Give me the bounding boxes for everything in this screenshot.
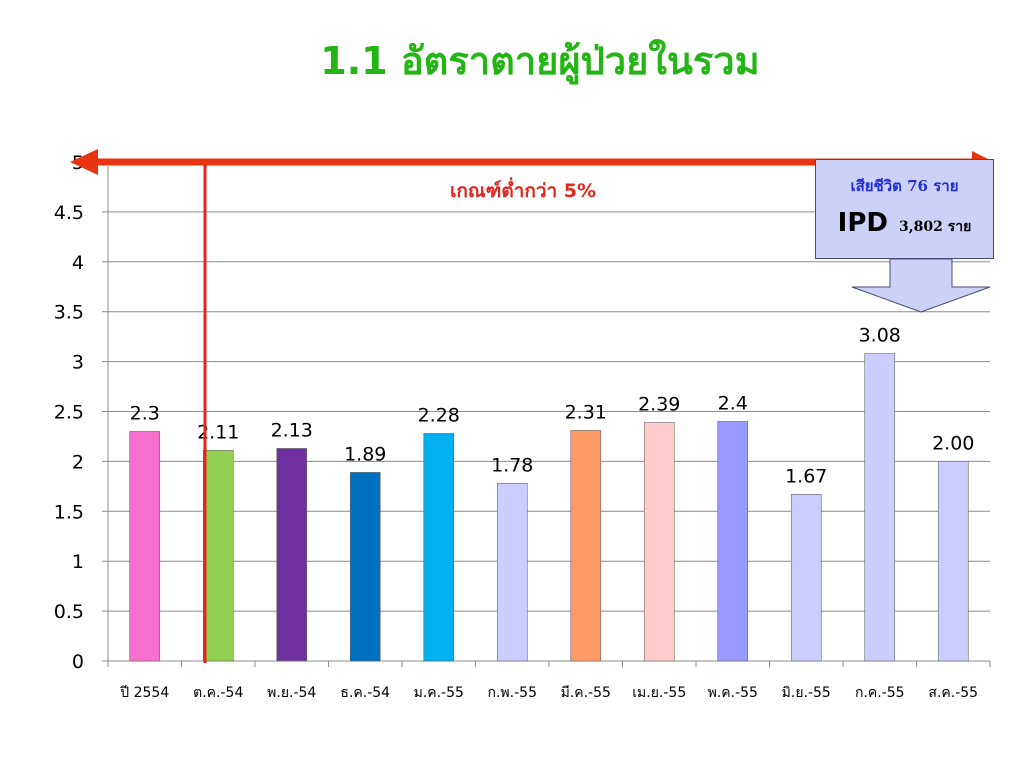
bar [937, 461, 969, 662]
x-tick-label: ปี 2554 [120, 685, 170, 701]
x-tick-label: พ.ค.-55 [708, 685, 758, 701]
bar [129, 431, 161, 662]
data-label: 2.39 [638, 393, 680, 415]
y-tick-label: 1.5 [54, 501, 84, 523]
bar [423, 433, 455, 662]
data-label: 1.89 [344, 443, 386, 465]
bar [790, 494, 822, 662]
x-tick-label: ต.ค.-54 [193, 685, 243, 701]
data-label: 1.78 [491, 454, 533, 476]
ipd-line: IPD 3,802 ราย [816, 208, 993, 238]
bar [276, 448, 308, 662]
bar [717, 421, 749, 662]
callout-arrow [851, 258, 991, 313]
x-tick-label: พ.ย.-54 [267, 685, 316, 701]
x-tick-label: มี.ค.-55 [561, 685, 611, 701]
data-label: 2.31 [565, 401, 607, 423]
y-tick-label: 3.5 [54, 302, 84, 324]
y-tick-label: 2 [72, 451, 84, 473]
data-label: 2.13 [271, 419, 313, 441]
threshold-label: เกณฑ์ต่ำกว่า 5% [450, 177, 596, 202]
x-tick-label: มิ.ย.-55 [782, 685, 831, 701]
x-tick-label: ก.ค.-55 [855, 685, 905, 701]
deaths-callout: เสียชีวิต 76 ราย IPD 3,802 ราย [815, 159, 994, 259]
y-tick-label: 0.5 [54, 601, 84, 623]
data-label: 3.08 [859, 325, 901, 347]
y-tick-label: 4.5 [54, 202, 84, 224]
data-label: 1.67 [785, 465, 827, 487]
down-arrow-shape [851, 258, 991, 313]
left-arrowhead-icon [70, 149, 98, 175]
data-label: 2.4 [718, 392, 748, 414]
deaths-count-text: เสียชีวิต 76 ราย [850, 177, 959, 195]
bar [496, 483, 528, 662]
bar [643, 422, 675, 662]
data-label: 2.28 [418, 404, 460, 426]
data-label: 2.11 [197, 421, 239, 443]
ipd-count: 3,802 ราย [899, 219, 972, 235]
y-tick-label: 1 [72, 551, 84, 573]
bar [202, 450, 234, 662]
y-tick-label: 4 [72, 252, 84, 274]
y-tick-label: 2.5 [54, 402, 84, 424]
x-tick-label: ส.ค.-55 [928, 685, 978, 701]
bar [570, 430, 602, 662]
bar [349, 472, 381, 662]
x-tick-label: ก.พ.-55 [488, 685, 537, 701]
y-tick-label: 3 [72, 352, 84, 374]
bars [129, 353, 969, 662]
page-title: 1.1 อัตราตายผู้ป่วยในรวม [320, 39, 760, 83]
ipd-label: IPD [837, 208, 888, 238]
data-labels: 2.3 2.11 2.13 1.89 2.28 1.78 2.31 2.39 2.4 1.67 3.… [130, 325, 975, 488]
bar [864, 353, 896, 662]
y-tick-label: 0 [72, 651, 84, 673]
x-tick-label: ธ.ค.-54 [340, 685, 390, 701]
x-tick-label: ม.ค.-55 [414, 685, 464, 701]
axes: 00.511.522.533.544.55ปี 2554ต.ค.-54พ.ย.-… [54, 152, 991, 701]
data-label: 2.00 [932, 432, 974, 454]
data-label: 2.3 [130, 402, 160, 424]
x-tick-label: เม.ย.-55 [632, 685, 686, 701]
